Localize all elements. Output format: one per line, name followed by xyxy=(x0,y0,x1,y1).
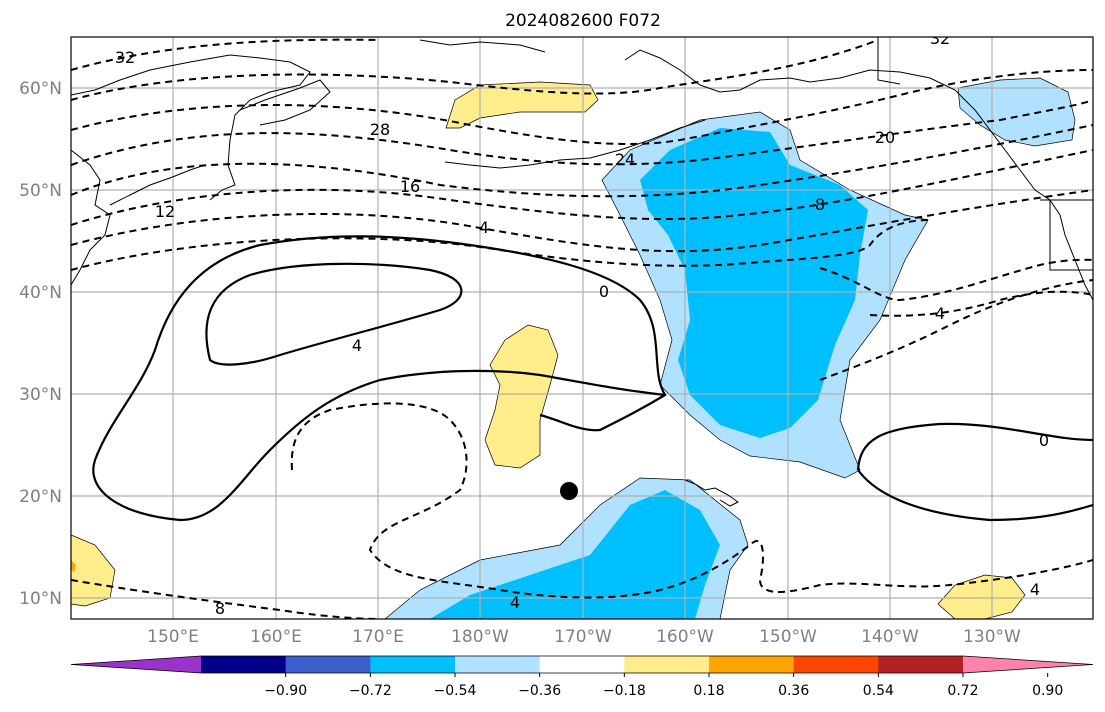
pos-region-southeast xyxy=(937,574,1026,619)
colorbar-tick-label: −0.18 xyxy=(603,683,646,699)
coast-kamchatka xyxy=(239,79,331,126)
map-area: 32 28 24 20 16 12 8 4 0 4 0 4 8 4 4 32 xyxy=(71,29,1093,619)
lon-label: 170°E xyxy=(352,627,404,647)
lat-label: 20°N xyxy=(19,487,62,507)
contour-label: 24 xyxy=(615,150,635,169)
solid-contours xyxy=(92,235,1093,522)
contour-label: 4 xyxy=(479,218,489,237)
coast-aleutians xyxy=(444,119,706,169)
neg-region-gulf xyxy=(957,77,1076,147)
colorbar-extend-high xyxy=(963,656,1093,673)
coast-kuril xyxy=(109,164,206,206)
lat-label: 60°N xyxy=(19,79,62,99)
lat-label: 40°N xyxy=(19,283,62,303)
coast-japan xyxy=(71,149,111,286)
contour-label: 28 xyxy=(370,120,390,139)
pos-region-north xyxy=(445,81,599,129)
contour-label: 0 xyxy=(599,282,609,301)
contour-label: 0 xyxy=(1039,431,1049,450)
colorbar-tick-label: −0.72 xyxy=(349,683,392,699)
lon-label: 130°W xyxy=(963,627,1021,647)
lon-label: 150°W xyxy=(759,627,817,647)
figure-title: 2024082600 F072 xyxy=(505,11,661,31)
graticule xyxy=(71,37,1093,619)
lon-label: 160°E xyxy=(250,627,302,647)
zero-contour-loop-arm xyxy=(179,369,666,522)
lat-label: 30°N xyxy=(19,385,62,405)
colorbar-tick-label: 0.36 xyxy=(778,683,809,699)
lat-label: 10°N xyxy=(19,589,62,609)
coast-hawaii xyxy=(684,479,739,507)
longitude-labels: 150°E 160°E 170°E 180°W 170°W 160°W 150°… xyxy=(147,627,1021,647)
contour-label: 12 xyxy=(155,202,175,221)
colorbar-tick-label: 0.90 xyxy=(1032,683,1063,699)
colorbar-tick-label: −0.36 xyxy=(518,683,561,699)
coast-siberia-north xyxy=(419,39,546,53)
contour-label: 4 xyxy=(352,336,362,355)
storm-center-dot xyxy=(560,482,578,500)
four-contour-loop xyxy=(205,262,463,366)
colorbar-tick-label: −0.90 xyxy=(264,683,307,699)
contour-labels: 32 28 24 20 16 12 8 4 0 4 0 4 8 4 4 32 xyxy=(115,29,1049,618)
colorbar-tick-label: −0.54 xyxy=(434,683,477,699)
colorbar-extend-low xyxy=(71,656,201,673)
lon-label: 140°W xyxy=(861,627,919,647)
contour-label: 4 xyxy=(935,304,945,323)
colorbar-outline xyxy=(70,655,1094,674)
colorbar-segment xyxy=(370,656,456,673)
colorbar-tick-label: 0.72 xyxy=(947,683,978,699)
contour-label: 16 xyxy=(400,177,420,196)
canada-border xyxy=(877,37,1093,271)
lat-label: 50°N xyxy=(19,181,62,201)
colorbar-segment xyxy=(455,656,541,673)
contour-label: 8 xyxy=(815,195,825,214)
contour-label: 32 xyxy=(930,29,950,48)
contour-label: 20 xyxy=(875,128,895,147)
map-frame xyxy=(70,36,1094,620)
colorbar-segment xyxy=(201,656,287,673)
colorbar-segment xyxy=(624,656,710,673)
lon-label: 160°W xyxy=(656,627,714,647)
colorbar-tick-label: 0.18 xyxy=(693,683,724,699)
lon-label: 170°W xyxy=(554,627,612,647)
colorbar-segment xyxy=(285,656,371,673)
contour-label: 32 xyxy=(115,48,135,67)
contour-label: 4 xyxy=(510,593,520,612)
lon-label: 150°E xyxy=(147,627,199,647)
contour-label: 8 xyxy=(215,599,225,618)
lon-label: 180°W xyxy=(451,627,509,647)
colorbar-segment xyxy=(539,656,625,673)
zero-contour-east-lower xyxy=(857,469,1093,522)
zero-contour-main xyxy=(92,235,667,522)
colorbar-segment xyxy=(793,656,879,673)
latitude-labels: 60°N 50°N 40°N 30°N 20°N 10°N xyxy=(19,79,62,609)
contour-label: 4 xyxy=(1030,580,1040,599)
colorbar-segment xyxy=(878,656,964,673)
coast-asia xyxy=(71,54,311,201)
colorbar-segment xyxy=(709,656,795,673)
pos-region-southwest-orange xyxy=(71,560,76,572)
zero-contour-east xyxy=(856,422,1093,471)
neg-region-south-dark xyxy=(430,490,720,619)
coast-north-america xyxy=(1049,199,1093,301)
dashed-contours xyxy=(71,38,1093,619)
pos-region-central xyxy=(484,324,559,469)
colorbar-tick-label: 0.54 xyxy=(863,683,894,699)
colorbar: −0.90 −0.72 −0.54 −0.36 −0.18 0.18 0.36 0.54 0.7… xyxy=(70,655,1094,699)
